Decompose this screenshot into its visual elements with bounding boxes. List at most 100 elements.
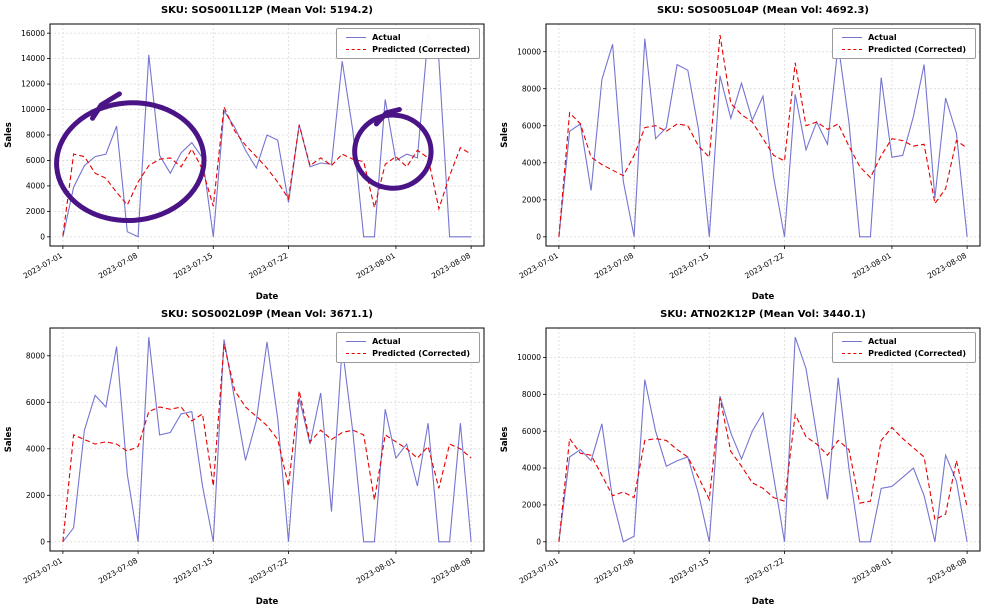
svg-text:2023-08-01: 2023-08-01 xyxy=(355,251,397,281)
svg-text:Sales: Sales xyxy=(4,122,14,148)
svg-text:6000: 6000 xyxy=(522,121,541,130)
chart-panel-sos001l12p: SKU: SOS001L12P (Mean Vol: 5194.2) 0 2000… xyxy=(0,0,496,304)
svg-text:Sales: Sales xyxy=(500,122,510,148)
chart-canvas: 0 2000 4000 6000 8000 10000 2023-07-01 2023-07-… xyxy=(498,322,990,609)
svg-text:2023-07-22: 2023-07-22 xyxy=(247,556,289,586)
legend-item-predicted: Predicted (Corrected) xyxy=(842,45,966,54)
svg-text:2023-07-22: 2023-07-22 xyxy=(743,251,785,281)
svg-text:0: 0 xyxy=(40,537,45,546)
actual-line-swatch xyxy=(346,37,367,38)
svg-text:2023-07-08: 2023-07-08 xyxy=(593,251,635,281)
svg-text:2000: 2000 xyxy=(26,207,45,216)
svg-text:10000: 10000 xyxy=(21,105,45,114)
chart-canvas: 0 2000 4000 6000 8000 10000 12000 14000 16000 202… xyxy=(2,18,494,304)
legend-item-predicted: Predicted (Corrected) xyxy=(842,349,966,358)
svg-text:10000: 10000 xyxy=(517,353,541,362)
svg-text:2023-07-15: 2023-07-15 xyxy=(668,556,710,586)
svg-text:4000: 4000 xyxy=(26,182,45,191)
chart-title: SKU: SOS001L12P (Mean Vol: 5194.2) xyxy=(160,5,374,16)
chart-plot: 0 2000 4000 6000 8000 10000 2023-07-01 2023-07-… xyxy=(498,322,990,609)
svg-text:6000: 6000 xyxy=(26,156,45,165)
svg-text:2023-07-08: 2023-07-08 xyxy=(97,251,139,281)
svg-text:8000: 8000 xyxy=(26,351,45,360)
svg-text:Sales: Sales xyxy=(500,427,510,453)
svg-text:8000: 8000 xyxy=(26,131,45,140)
svg-text:2023-07-22: 2023-07-22 xyxy=(743,556,785,586)
predicted-line-swatch xyxy=(842,49,863,50)
svg-text:2000: 2000 xyxy=(522,195,541,204)
svg-text:0: 0 xyxy=(40,232,45,241)
svg-text:2023-07-22: 2023-07-22 xyxy=(247,251,289,281)
legend-item-actual: Actual xyxy=(346,33,470,42)
svg-text:Date: Date xyxy=(752,292,775,302)
legend: Actual Predicted (Corrected) xyxy=(832,332,976,363)
legend-label-actual: Actual xyxy=(868,33,897,42)
svg-text:Date: Date xyxy=(752,597,775,607)
legend-item-actual: Actual xyxy=(842,337,966,346)
chart-plot: 0 2000 4000 6000 8000 10000 2023-07-01 2023-07-… xyxy=(498,18,990,304)
chart-plot: 0 2000 4000 6000 8000 2023-07-01 2023-07-08 202… xyxy=(2,322,494,609)
legend-label-actual: Actual xyxy=(372,337,401,346)
svg-text:2023-07-01: 2023-07-01 xyxy=(22,556,64,586)
chart-panel-sos002l09p: SKU: SOS002L09P (Mean Vol: 3671.1) 0 2000… xyxy=(0,304,496,609)
svg-text:2023-08-01: 2023-08-01 xyxy=(355,556,397,586)
svg-text:Sales: Sales xyxy=(4,427,14,453)
chart-panel-sos005l04p: SKU: SOS005L04P (Mean Vol: 4692.3) 0 2000… xyxy=(496,0,992,304)
legend-label-predicted: Predicted (Corrected) xyxy=(868,349,966,358)
actual-line-swatch xyxy=(346,341,367,342)
svg-text:2023-08-01: 2023-08-01 xyxy=(851,556,893,586)
svg-text:2000: 2000 xyxy=(522,501,541,510)
legend: Actual Predicted (Corrected) xyxy=(336,28,480,59)
chart-canvas: 0 2000 4000 6000 8000 10000 2023-07-01 2023-07-… xyxy=(498,18,990,304)
svg-text:2023-08-08: 2023-08-08 xyxy=(430,556,472,586)
chart-panel-atn02k12p: SKU: ATN02K12P (Mean Vol: 3440.1) 0 2000 4… xyxy=(496,304,992,609)
svg-text:8000: 8000 xyxy=(522,84,541,93)
svg-text:14000: 14000 xyxy=(21,54,45,63)
legend-label-actual: Actual xyxy=(868,337,897,346)
svg-text:6000: 6000 xyxy=(26,398,45,407)
chart-title: SKU: SOS002L09P (Mean Vol: 3671.1) xyxy=(160,309,374,320)
predicted-line-swatch xyxy=(346,49,367,50)
chart-title: SKU: ATN02K12P (Mean Vol: 3440.1) xyxy=(660,309,866,320)
svg-text:2023-07-01: 2023-07-01 xyxy=(518,251,560,281)
svg-text:2023-07-15: 2023-07-15 xyxy=(172,556,214,586)
svg-text:2023-08-08: 2023-08-08 xyxy=(926,556,968,586)
chart-title: SKU: SOS005L04P (Mean Vol: 4692.3) xyxy=(656,5,870,16)
svg-text:2023-07-15: 2023-07-15 xyxy=(668,251,710,281)
legend-item-predicted: Predicted (Corrected) xyxy=(346,349,470,358)
svg-text:0: 0 xyxy=(536,537,541,546)
svg-text:10000: 10000 xyxy=(517,47,541,56)
chart-plot: 0 2000 4000 6000 8000 10000 12000 14000 16000 202… xyxy=(2,18,494,304)
svg-text:2023-08-01: 2023-08-01 xyxy=(851,251,893,281)
legend-label-actual: Actual xyxy=(372,33,401,42)
legend-item-actual: Actual xyxy=(842,33,966,42)
predicted-line-swatch xyxy=(842,353,863,354)
svg-text:2023-08-08: 2023-08-08 xyxy=(926,251,968,281)
chart-canvas: 0 2000 4000 6000 8000 2023-07-01 2023-07-08 202… xyxy=(2,322,494,609)
svg-text:4000: 4000 xyxy=(522,158,541,167)
legend-item-predicted: Predicted (Corrected) xyxy=(346,45,470,54)
svg-text:0: 0 xyxy=(536,232,541,241)
svg-text:2000: 2000 xyxy=(26,491,45,500)
legend-label-predicted: Predicted (Corrected) xyxy=(868,45,966,54)
actual-line-swatch xyxy=(842,37,863,38)
legend-label-predicted: Predicted (Corrected) xyxy=(372,45,470,54)
svg-text:2023-07-01: 2023-07-01 xyxy=(22,251,64,281)
predicted-line-swatch xyxy=(346,353,367,354)
svg-text:2023-07-08: 2023-07-08 xyxy=(593,556,635,586)
legend: Actual Predicted (Corrected) xyxy=(832,28,976,59)
svg-text:6000: 6000 xyxy=(522,427,541,436)
svg-text:Date: Date xyxy=(256,292,279,302)
svg-text:8000: 8000 xyxy=(522,390,541,399)
svg-text:2023-08-08: 2023-08-08 xyxy=(430,251,472,281)
legend: Actual Predicted (Corrected) xyxy=(336,332,480,363)
svg-text:16000: 16000 xyxy=(21,29,45,38)
svg-text:12000: 12000 xyxy=(21,80,45,89)
svg-text:2023-07-15: 2023-07-15 xyxy=(172,251,214,281)
svg-text:2023-07-01: 2023-07-01 xyxy=(518,556,560,586)
svg-text:Date: Date xyxy=(256,597,279,607)
actual-line-swatch xyxy=(842,341,863,342)
svg-text:2023-07-08: 2023-07-08 xyxy=(97,556,139,586)
legend-item-actual: Actual xyxy=(346,337,470,346)
